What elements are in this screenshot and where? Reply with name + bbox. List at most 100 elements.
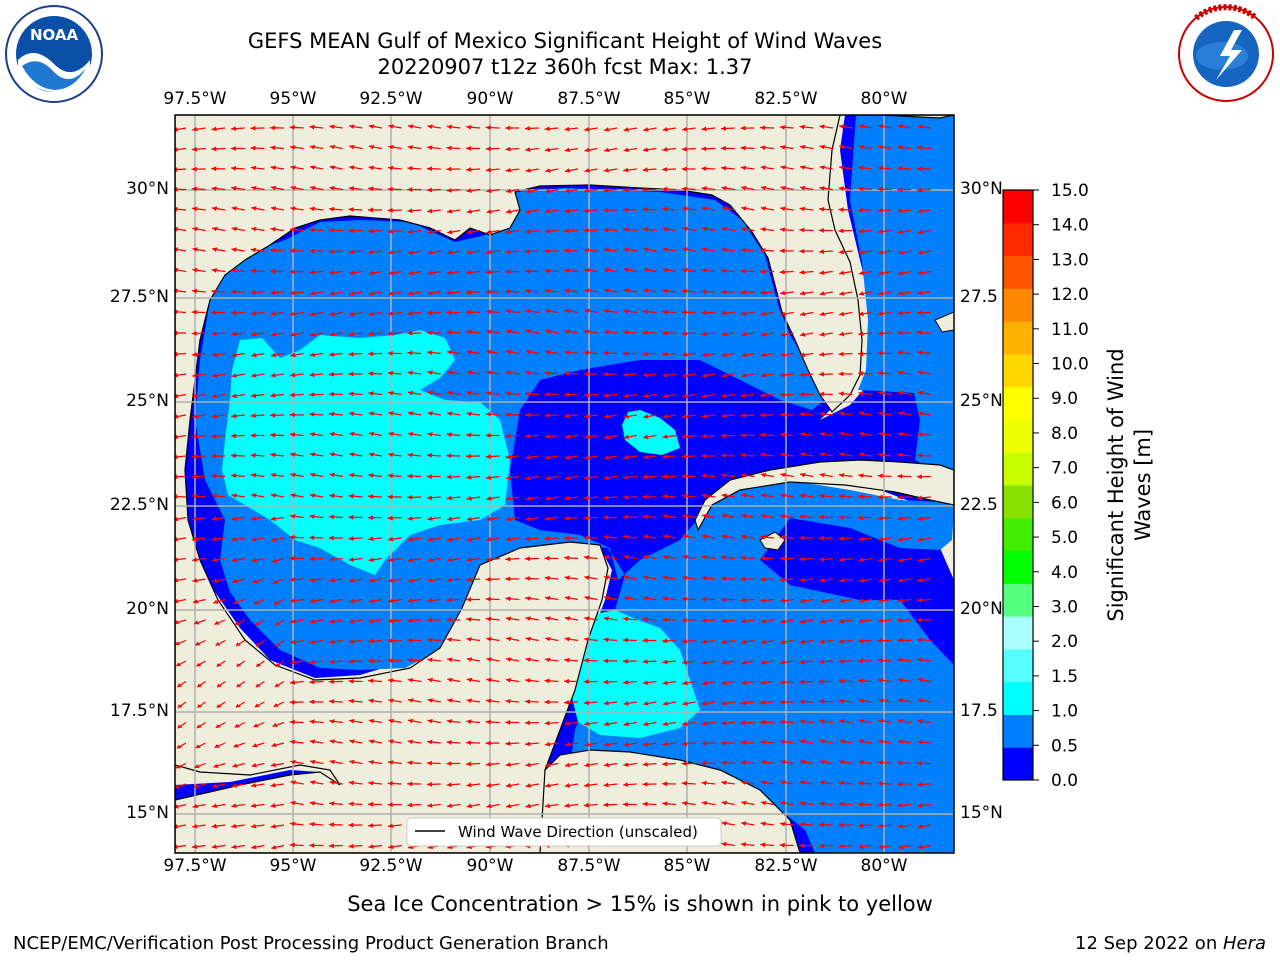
- wind-arrow-head: [838, 472, 845, 478]
- wind-arrow-head: [897, 598, 903, 603]
- wind-arrow-head: [897, 618, 903, 623]
- wind-arrow-head: [819, 598, 826, 604]
- wind-arrow-head: [603, 308, 610, 314]
- wind-arrow-head: [486, 249, 492, 255]
- wind-arrow-head: [231, 185, 237, 191]
- wind-arrow-head: [760, 759, 767, 765]
- wind-arrow-head: [780, 185, 786, 191]
- wind-arrow-head: [917, 290, 923, 296]
- wind-arrow-head: [407, 760, 413, 766]
- wind-arrow-head: [897, 350, 903, 356]
- wind-arrow-head: [329, 185, 335, 191]
- wind-arrow-head: [760, 206, 767, 211]
- wind-arrow-head: [662, 288, 668, 294]
- wind-arrow-head: [525, 741, 531, 747]
- wind-arrow-head: [466, 537, 473, 542]
- wind-arrow-head: [662, 638, 668, 644]
- wind-arrow-head: [446, 474, 452, 480]
- wind-arrow-head: [387, 331, 393, 336]
- lat-tick-left: 20°N: [126, 599, 169, 619]
- wind-arrow-head: [250, 516, 257, 521]
- wind-arrow-head: [623, 762, 629, 767]
- wind-arrow-head: [348, 557, 355, 562]
- wind-arrow-head: [349, 311, 355, 317]
- wind-arrow-head: [681, 331, 687, 336]
- wind-arrow-head: [682, 247, 688, 252]
- wind-arrow-head: [192, 599, 199, 604]
- wind-arrow-head: [877, 186, 883, 192]
- wind-arrow-head: [466, 616, 472, 622]
- wind-arrow-head: [290, 619, 296, 624]
- wind-wave-direction-arrows: [175, 124, 931, 850]
- wind-arrow-head: [270, 493, 277, 498]
- wind-arrow-head: [897, 452, 903, 458]
- wind-arrow-head: [702, 226, 708, 232]
- wind-arrow-head: [466, 803, 473, 809]
- wind-arrow-head: [544, 699, 550, 705]
- wind-arrow-head: [230, 453, 236, 459]
- wind-arrow-head: [780, 598, 786, 604]
- wind-arrow-head: [818, 659, 825, 665]
- wind-arrow-head: [368, 291, 375, 296]
- wind-arrow-head: [799, 514, 805, 520]
- wind-arrow-head: [623, 127, 630, 132]
- wind-arrow-head: [505, 329, 512, 334]
- wind-arrow-head: [799, 639, 806, 645]
- wind-arrow-head: [701, 639, 708, 644]
- wind-arrow-head: [877, 638, 883, 644]
- wind-arrow-head: [545, 455, 551, 460]
- wind-arrow-head: [290, 759, 296, 765]
- wind-arrow-head: [622, 372, 629, 378]
- wind-arrow-head: [211, 433, 217, 439]
- wind-arrow-head: [564, 575, 570, 581]
- wind-arrow-head: [388, 578, 394, 583]
- colorbar-label-line2: Waves [m]: [1131, 429, 1155, 541]
- wind-arrow-head: [583, 700, 590, 706]
- wind-arrow-head: [662, 247, 669, 252]
- wind-arrow-head: [407, 516, 413, 521]
- wind-arrow-head: [272, 723, 278, 728]
- wind-arrow-head: [584, 575, 590, 580]
- wind-arrow-head: [250, 823, 257, 829]
- wind-arrow: [175, 352, 187, 355]
- wind-arrow-head: [858, 431, 865, 437]
- wind-arrow-head: [721, 821, 728, 826]
- wind-arrow-head: [564, 657, 570, 663]
- wind-arrow-head: [525, 370, 531, 376]
- wind-arrow-head: [544, 413, 550, 418]
- wind-arrow-head: [427, 803, 433, 808]
- wind-arrow-head: [603, 350, 609, 356]
- wind-arrow-head: [309, 679, 315, 685]
- wind-arrow-head: [525, 596, 531, 601]
- wind-arrow-head: [328, 227, 334, 233]
- wind-arrow-head: [858, 823, 864, 828]
- wind-arrow-head: [643, 434, 649, 440]
- wind-arrow-head: [564, 350, 570, 355]
- footer-branch: NCEP/EMC/Verification Post Processing Pr…: [13, 933, 609, 954]
- wind-arrow-head: [368, 331, 374, 337]
- wind-arrow-head: [446, 350, 453, 355]
- wind-arrow-head: [466, 188, 472, 193]
- wind-arrow-head: [779, 699, 785, 705]
- wind-arrow-head: [192, 578, 198, 583]
- wind-arrow-head: [760, 700, 766, 705]
- wind-arrow-head: [329, 801, 335, 806]
- wind-arrow-head: [838, 801, 844, 807]
- wind-arrow-head: [388, 536, 394, 542]
- wind-arrow-head: [819, 311, 826, 317]
- wind-arrow-head: [525, 657, 531, 662]
- wind-arrow-head: [780, 800, 786, 806]
- wind-arrow-head: [175, 516, 179, 522]
- colorbar-segment: [1003, 288, 1033, 322]
- wind-arrow-head: [721, 226, 728, 232]
- wind-arrow-head: [216, 704, 222, 708]
- wind-arrow-head: [799, 185, 806, 191]
- wind-arrow-head: [175, 764, 181, 769]
- wind-arrow-head: [368, 759, 375, 765]
- wind-arrow-head: [234, 723, 240, 728]
- wind-arrow-head: [368, 249, 374, 255]
- wind-arrow-head: [702, 680, 708, 686]
- wind-arrow-head: [681, 741, 688, 747]
- wind-arrow-head: [858, 331, 864, 337]
- wind-arrow-head: [213, 763, 219, 768]
